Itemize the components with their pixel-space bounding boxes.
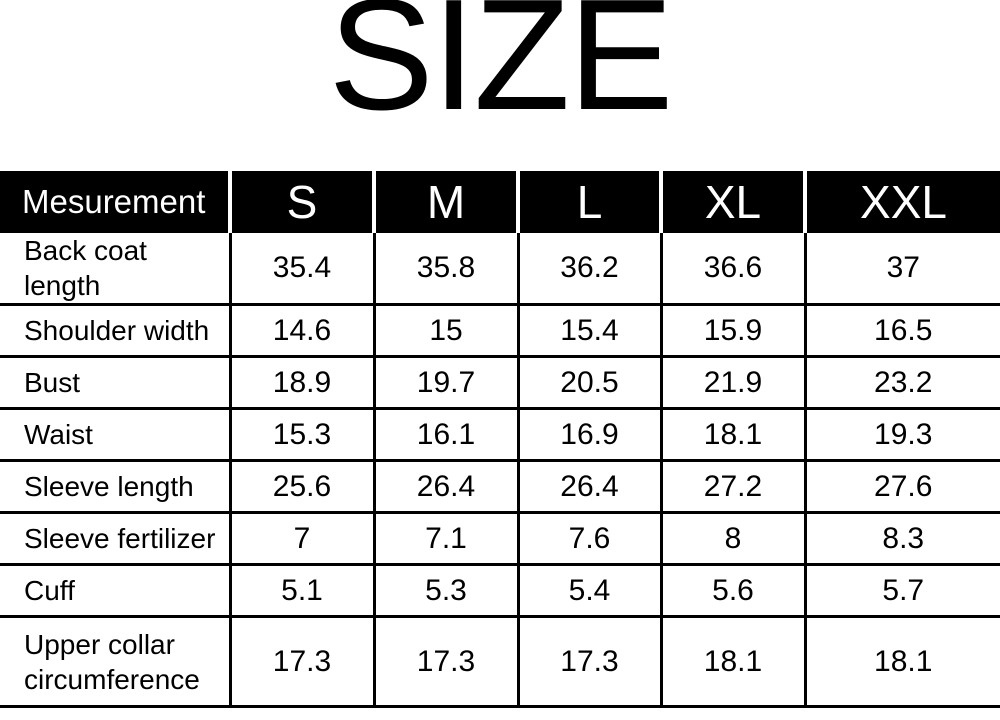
header-size-l: L xyxy=(516,171,661,233)
cell-value: 15.3 xyxy=(228,408,374,462)
table-row-upper-collar-circumference: Upper collar circumference 17.3 17.3 17.… xyxy=(0,616,1000,708)
cell-value: 15.9 xyxy=(659,304,805,358)
cell-value: 17.3 xyxy=(516,616,661,708)
row-label: Upper collar circumference xyxy=(0,616,230,708)
cell-value: 8 xyxy=(659,512,805,566)
cell-value: 35.4 xyxy=(228,233,374,306)
row-label: Sleeve length xyxy=(0,460,230,514)
table-row-cuff: Cuff 5.1 5.3 5.4 5.6 5.7 xyxy=(0,564,1000,618)
size-table: Mesurement S M L XL XXL Back coat length… xyxy=(0,171,1000,708)
row-label: Sleeve fertilizer xyxy=(0,512,230,566)
table-row-back-coat-length: Back coat length 35.4 35.8 36.2 36.6 37 xyxy=(0,233,1000,306)
cell-value: 19.3 xyxy=(803,408,1000,462)
header-measurement: Mesurement xyxy=(0,171,230,233)
cell-value: 14.6 xyxy=(228,304,374,358)
cell-value: 15.4 xyxy=(516,304,661,358)
header-size-xl: XL xyxy=(659,171,805,233)
cell-value: 18.9 xyxy=(228,356,374,410)
row-label: Back coat length xyxy=(0,233,230,306)
table-header-row: Mesurement S M L XL XXL xyxy=(0,171,1000,233)
cell-value: 8.3 xyxy=(803,512,1000,566)
row-label: Waist xyxy=(0,408,230,462)
cell-value: 5.3 xyxy=(372,564,518,618)
cell-value: 18.1 xyxy=(659,616,805,708)
header-size-xxl: XXL xyxy=(803,171,1000,233)
cell-value: 5.7 xyxy=(803,564,1000,618)
cell-value: 16.1 xyxy=(372,408,518,462)
cell-value: 27.6 xyxy=(803,460,1000,514)
cell-value: 23.2 xyxy=(803,356,1000,410)
cell-value: 27.2 xyxy=(659,460,805,514)
cell-value: 15 xyxy=(372,304,518,358)
cell-value: 26.4 xyxy=(516,460,661,514)
cell-value: 25.6 xyxy=(228,460,374,514)
cell-value: 21.9 xyxy=(659,356,805,410)
cell-value: 5.6 xyxy=(659,564,805,618)
cell-value: 17.3 xyxy=(228,616,374,708)
table-row-waist: Waist 15.3 16.1 16.9 18.1 19.3 xyxy=(0,408,1000,462)
cell-value: 17.3 xyxy=(372,616,518,708)
row-label: Shoulder width xyxy=(0,304,230,358)
cell-value: 26.4 xyxy=(372,460,518,514)
cell-value: 18.1 xyxy=(659,408,805,462)
cell-value: 19.7 xyxy=(372,356,518,410)
header-size-m: M xyxy=(372,171,518,233)
cell-value: 7 xyxy=(228,512,374,566)
row-label: Cuff xyxy=(0,564,230,618)
cell-value: 5.4 xyxy=(516,564,661,618)
cell-value: 36.6 xyxy=(659,233,805,306)
cell-value: 35.8 xyxy=(372,233,518,306)
table-row-sleeve-length: Sleeve length 25.6 26.4 26.4 27.2 27.6 xyxy=(0,460,1000,514)
page-title: SIZE xyxy=(328,0,673,143)
cell-value: 36.2 xyxy=(516,233,661,306)
table-row-shoulder-width: Shoulder width 14.6 15 15.4 15.9 16.5 xyxy=(0,304,1000,358)
table-row-bust: Bust 18.9 19.7 20.5 21.9 23.2 xyxy=(0,356,1000,410)
cell-value: 18.1 xyxy=(803,616,1000,708)
cell-value: 7.1 xyxy=(372,512,518,566)
table-row-sleeve-fertilizer: Sleeve fertilizer 7 7.1 7.6 8 8.3 xyxy=(0,512,1000,566)
cell-value: 7.6 xyxy=(516,512,661,566)
cell-value: 37 xyxy=(803,233,1000,306)
cell-value: 16.9 xyxy=(516,408,661,462)
header-size-s: S xyxy=(228,171,374,233)
cell-value: 16.5 xyxy=(803,304,1000,358)
row-label: Bust xyxy=(0,356,230,410)
cell-value: 5.1 xyxy=(228,564,374,618)
cell-value: 20.5 xyxy=(516,356,661,410)
